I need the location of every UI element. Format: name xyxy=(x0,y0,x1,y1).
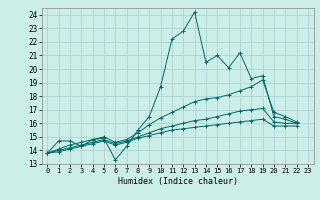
X-axis label: Humidex (Indice chaleur): Humidex (Indice chaleur) xyxy=(118,177,237,186)
